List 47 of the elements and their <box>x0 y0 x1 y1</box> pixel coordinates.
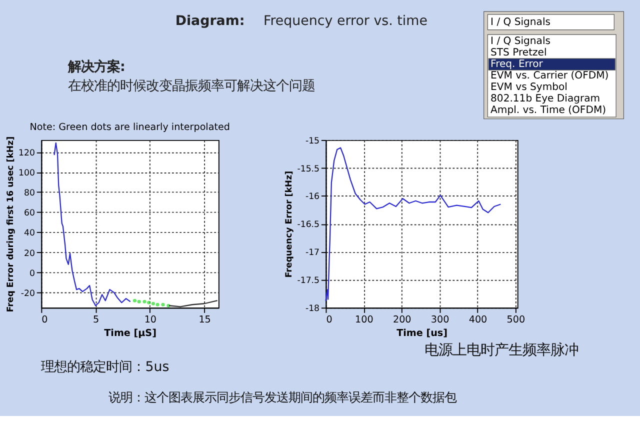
y-tick-label: 60 <box>24 208 35 219</box>
line-series <box>54 142 131 306</box>
text: Diagram: <box>175 14 245 30</box>
x-tick-label: 5 <box>92 314 100 326</box>
y-axis-title: Freq Error during first 16 usec [kHz] <box>6 136 16 312</box>
text: Ampl. vs. Time (OFDM) <box>490 105 606 116</box>
y-tick-label: 120 <box>18 148 35 158</box>
text: EVM vs. Carrier (OFDM) <box>490 70 609 82</box>
x-tick-label: 15 <box>198 314 211 326</box>
x-tick-label: 0 <box>326 314 332 326</box>
x-tick-label: 100 <box>355 314 374 326</box>
line-series <box>325 147 502 302</box>
text: 理想的稳定时间：5us <box>41 360 170 375</box>
text: Freq. Error <box>490 59 544 70</box>
y-tick-label: -20 <box>20 288 35 299</box>
y-axis-title: Frequency Error [kHz] <box>284 170 294 278</box>
x-tick-label: 300 <box>430 314 450 326</box>
x-axis-title: Time [us] <box>396 328 448 339</box>
y-tick-label: -16.5 <box>297 220 320 230</box>
y-tick-label: -15 <box>305 136 320 146</box>
chart-title: Note: Green dots are linearly interpolated <box>30 122 230 134</box>
text: 电源上电时产生频率脉冲 <box>424 342 578 359</box>
x-axis-title: Time [µS] <box>104 328 156 339</box>
text: STS Pretzel <box>490 48 547 59</box>
text: I / Q Signals <box>490 36 550 48</box>
y-tick-label: 100 <box>18 168 35 178</box>
x-tick-label: 500 <box>506 314 526 326</box>
y-tick-label: 40 <box>24 228 35 239</box>
x-tick-label: 10 <box>144 314 157 326</box>
y-tick-label: -15.5 <box>297 164 320 174</box>
text: 802.11b Eye Diagram <box>490 94 600 105</box>
y-tick-label: 20 <box>24 248 35 259</box>
y-tick-label: 80 <box>24 188 35 199</box>
y-tick-label: -17.5 <box>297 276 320 286</box>
text: 在校准的时候改变晶振频率可解决这个问题 <box>68 78 316 94</box>
text: 说明：这个图表展示同步信号发送期间的频率误差而非整个数据包 <box>108 390 456 405</box>
y-tick-label: -18 <box>305 304 320 314</box>
text: I / Q Signals <box>490 17 550 28</box>
x-tick-label: 0 <box>42 314 48 326</box>
x-tick-label: 200 <box>392 314 412 326</box>
y-tick-label: -16 <box>305 192 320 202</box>
text: Frequency error vs. time <box>263 14 428 30</box>
y-tick-label: -17 <box>305 248 320 258</box>
x-tick-label: 400 <box>468 314 488 326</box>
text: EVM vs Symbol <box>490 82 568 94</box>
y-tick-label: 0 <box>29 268 35 279</box>
text: 解决方案: <box>67 58 126 75</box>
